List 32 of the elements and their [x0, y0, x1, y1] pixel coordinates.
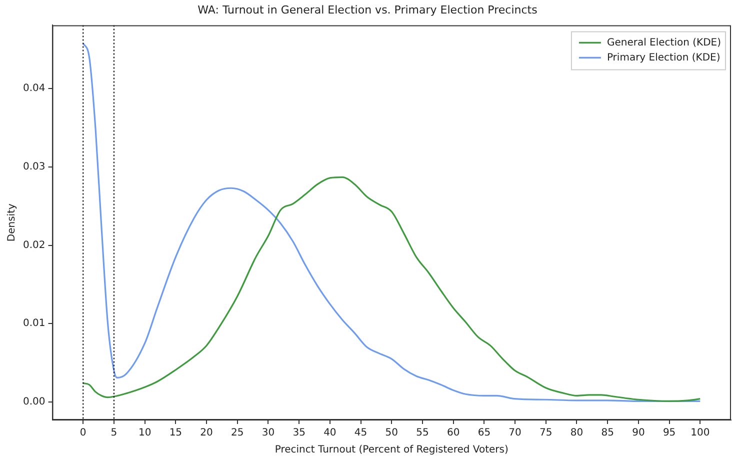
x-tick-label: 15 [169, 428, 182, 439]
x-tick-label: 0 [80, 428, 86, 439]
x-tick-label: 40 [324, 428, 336, 439]
x-tick-label: 70 [508, 428, 522, 439]
x-tick-label: 20 [200, 428, 213, 439]
legend-label: Primary Election (KDE) [606, 52, 720, 64]
x-tick-label: 25 [231, 428, 244, 439]
x-tick-label: 30 [262, 428, 275, 439]
x-tick-label: 100 [690, 428, 710, 439]
y-axis-title: Density [6, 204, 18, 242]
y-tick-label: 0.00 [23, 396, 46, 408]
x-axis-title: Precinct Turnout (Percent of Registered Voters) [274, 444, 508, 456]
legend-label: General Election (KDE) [606, 37, 722, 48]
y-tick-label: 0.04 [23, 83, 46, 94]
chart-title: WA: Turnout in General Election vs. Primary Election Precincts [198, 3, 538, 16]
x-tick-label: 50 [385, 428, 398, 439]
x-tick-label: 35 [292, 428, 306, 439]
x-tick-label: 55 [416, 428, 429, 439]
x-tick-label: 5 [110, 428, 118, 439]
y-tick-label: 0.02 [23, 240, 46, 251]
x-tick-label: 90 [632, 428, 645, 439]
y-tick-label: 0.03 [23, 162, 46, 173]
x-tick-label: 85 [601, 428, 614, 439]
x-tick-label: 10 [138, 428, 152, 439]
x-tick-label: 80 [570, 428, 584, 439]
x-tick-label: 45 [354, 428, 368, 439]
x-tick-label: 60 [446, 428, 460, 439]
x-tick-label: 75 [540, 428, 552, 439]
x-tick-label: 95 [662, 428, 676, 439]
y-tick-label: 0.01 [23, 318, 46, 330]
x-tick-label: 65 [478, 428, 491, 439]
line-series [82, 176, 701, 402]
